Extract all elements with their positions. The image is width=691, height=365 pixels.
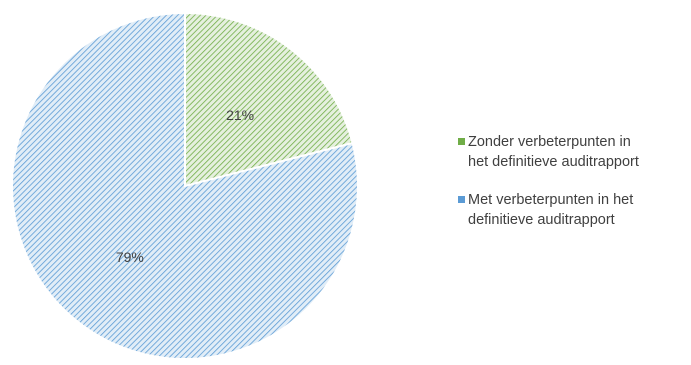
pie-data-label-1: 21% bbox=[226, 107, 254, 123]
legend-label-2-line-2: definitieve auditrapport bbox=[468, 212, 615, 228]
legend-label-1-line-1: Zonder verbeterpunten in bbox=[468, 134, 631, 150]
pie-slices bbox=[11, 11, 359, 360]
legend-swatch-1 bbox=[458, 138, 465, 145]
legend: Zonder verbeterpunten in het definitieve … bbox=[458, 134, 639, 228]
legend-item-1: Zonder verbeterpunten in het definitieve … bbox=[458, 134, 639, 170]
legend-label-1-line-2: het definitieve auditrapport bbox=[468, 154, 639, 170]
legend-item-2: Met verbeterpunten in het definitieve aud… bbox=[458, 192, 633, 228]
legend-label-2-line-1: Met verbeterpunten in het bbox=[468, 192, 633, 208]
legend-swatch-2 bbox=[458, 196, 465, 203]
pie-slice-2 bbox=[11, 11, 359, 360]
pie-slice-1 bbox=[184, 11, 354, 188]
pie-data-label-2: 79% bbox=[116, 249, 144, 265]
pie-data-labels: 21% 79% bbox=[116, 107, 254, 265]
